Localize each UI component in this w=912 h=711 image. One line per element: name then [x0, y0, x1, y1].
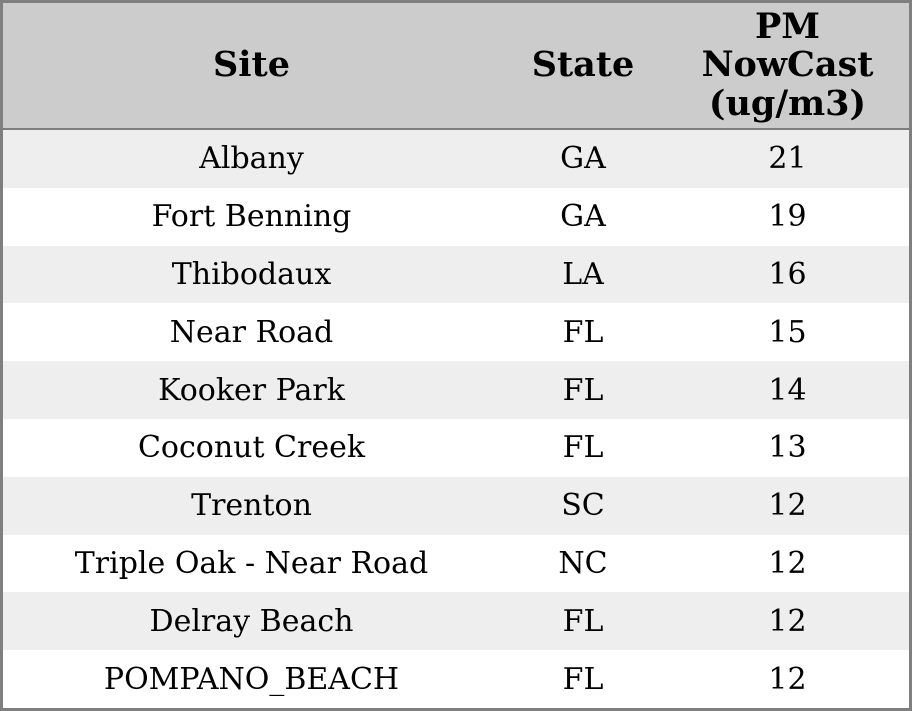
cell-state: FL	[562, 603, 604, 639]
cell-state: FL	[562, 314, 604, 350]
cell-site: Kooker Park	[158, 372, 345, 408]
header-cell-state: State	[531, 44, 635, 86]
cell-pm-value: 15	[768, 314, 807, 350]
cell-pm-value: 12	[768, 488, 807, 524]
table-body: Albany GA 21 Fort Benning GA 19 Thibodau…	[3, 130, 909, 708]
cell-pm-value: 12	[768, 603, 807, 639]
cell-pm-value: 13	[768, 430, 807, 466]
table-row: POMPANO_BEACH FL 12	[3, 650, 909, 708]
cell-site: Thibodaux	[171, 256, 332, 292]
cell-pm-value: 21	[768, 141, 807, 177]
cell-site: Coconut Creek	[137, 430, 366, 466]
cell-site: Fort Benning	[151, 199, 352, 235]
cell-site: Delray Beach	[149, 603, 354, 639]
cell-site: POMPANO_BEACH	[103, 661, 400, 697]
table-row: Fort Benning GA 19	[3, 187, 909, 246]
cell-state: SC	[561, 488, 605, 524]
cell-state: GA	[560, 199, 606, 235]
header-cell-pm-nowcast: PM NowCast (ug/m3)	[701, 5, 874, 124]
table-row: Coconut Creek FL 13	[3, 418, 909, 477]
table-row: Albany GA 21	[3, 130, 909, 188]
table-row: Trenton SC 12	[3, 476, 909, 535]
table-row: Delray Beach FL 12	[3, 592, 909, 651]
cell-site: Triple Oak - Near Road	[74, 545, 429, 581]
cell-site: Near Road	[169, 314, 334, 350]
cell-pm-value: 19	[768, 199, 807, 235]
cell-state: LA	[562, 256, 604, 292]
cell-state: FL	[562, 372, 604, 408]
table-header-row: Site State PM NowCast (ug/m3)	[3, 3, 909, 130]
cell-pm-value: 12	[768, 545, 807, 581]
cell-pm-value: 14	[768, 372, 807, 408]
table-row: Triple Oak - Near Road NC 12	[3, 534, 909, 593]
cell-site: Trenton	[191, 488, 312, 524]
header-cell-site: Site	[212, 44, 290, 86]
cell-pm-value: 12	[768, 661, 807, 697]
cell-state: FL	[562, 430, 604, 466]
table-row: Kooker Park FL 14	[3, 361, 909, 419]
cell-state: GA	[560, 141, 606, 177]
cell-state: NC	[558, 545, 608, 581]
table-row: Near Road FL 15	[3, 303, 909, 362]
cell-site: Albany	[199, 141, 304, 177]
table-row: Thibodaux LA 16	[3, 245, 909, 304]
cell-pm-value: 16	[768, 256, 807, 292]
cell-state: FL	[562, 661, 604, 697]
